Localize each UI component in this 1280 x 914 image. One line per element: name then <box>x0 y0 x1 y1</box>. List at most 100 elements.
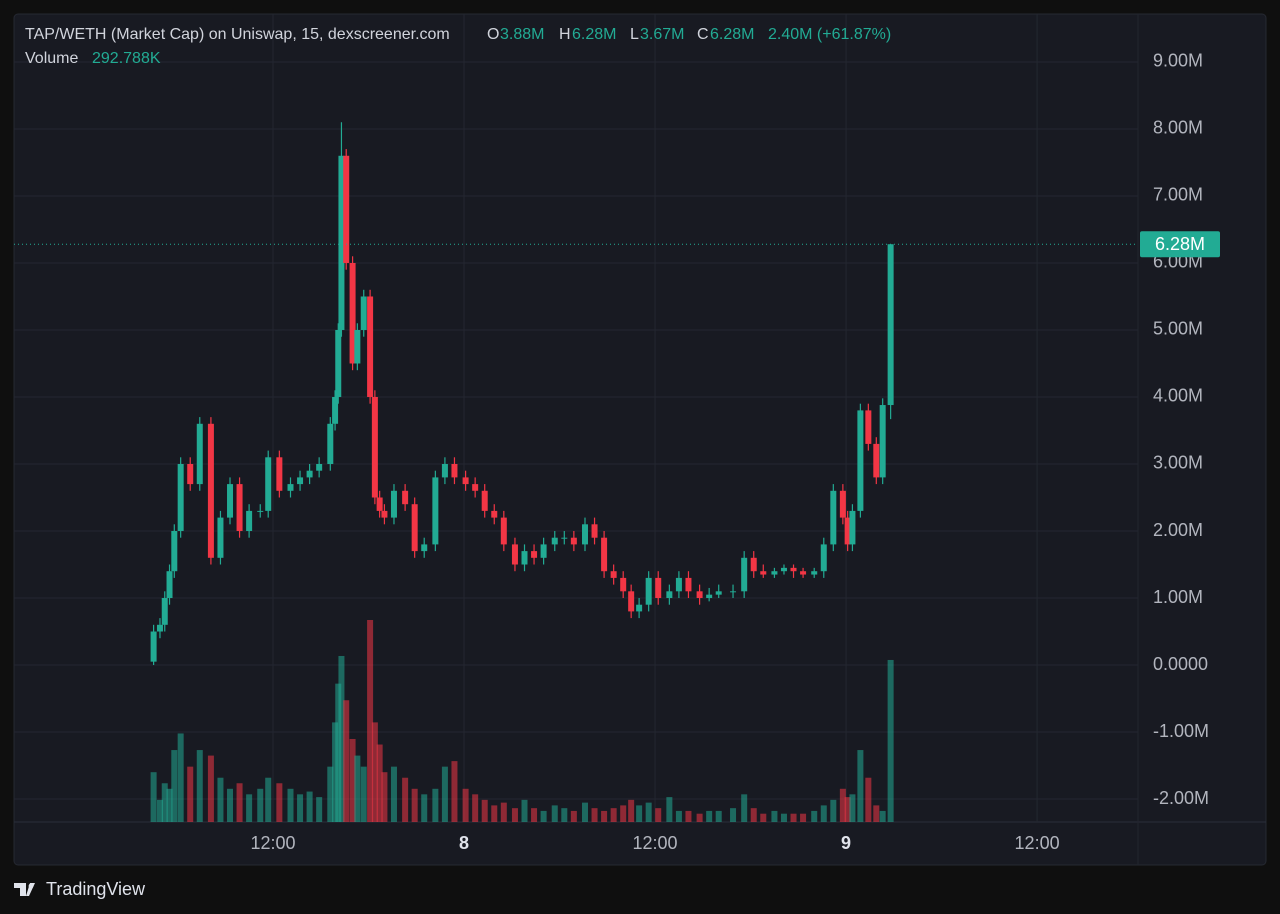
change-value: 2.40M (+61.87%) <box>768 26 891 43</box>
volume-bar <box>706 810 713 822</box>
candle-body <box>360 296 367 330</box>
candle-body <box>171 531 178 572</box>
candle-body <box>645 577 652 605</box>
volume-bar <box>287 788 294 822</box>
candle-body <box>265 457 272 511</box>
candle-body <box>287 484 294 491</box>
close-label: C <box>697 26 709 43</box>
candle-body <box>390 490 397 518</box>
candle-body <box>820 544 827 572</box>
candle-body <box>335 329 342 397</box>
candle-body <box>451 463 458 478</box>
candle-body <box>561 537 568 539</box>
volume-bar <box>839 788 846 822</box>
volume-bar <box>411 788 418 822</box>
candle-body <box>332 396 339 424</box>
y-tick-label: 5.00M <box>1153 319 1203 339</box>
chart-panel <box>13 13 1267 866</box>
candle-body <box>581 524 588 545</box>
open-value: 3.88M <box>500 26 544 43</box>
volume-bar <box>741 794 748 822</box>
candle-body <box>472 484 479 491</box>
volume-bar <box>771 810 778 822</box>
volume-bar <box>800 813 807 822</box>
volume-bar <box>196 750 203 822</box>
candle-body <box>655 577 662 599</box>
candle-body <box>217 517 224 558</box>
volume-bar <box>171 750 178 822</box>
volume-bar <box>156 799 163 822</box>
volume-bar <box>402 777 409 822</box>
volume-label: Volume <box>25 50 78 67</box>
candle-body <box>849 510 856 545</box>
candle-body <box>715 591 722 595</box>
candle-body <box>790 567 797 572</box>
volume-bar <box>645 802 652 822</box>
candle-body <box>411 504 418 552</box>
volume-bar <box>349 738 356 822</box>
volume-bar <box>265 777 272 822</box>
candle-body <box>381 510 388 518</box>
volume-bar <box>246 794 253 822</box>
volume-bar <box>462 788 469 822</box>
volume-bar <box>150 772 157 822</box>
candle-body <box>246 510 253 532</box>
high-value: 6.28M <box>572 26 616 43</box>
candle-body <box>421 544 428 552</box>
brand-name: TradingView <box>46 879 146 899</box>
volume-bar <box>367 620 374 822</box>
candle-body <box>696 591 703 599</box>
volume-bar <box>636 805 643 822</box>
volume-bar <box>432 788 439 822</box>
volume-bar <box>371 722 378 822</box>
candle-body <box>343 155 350 263</box>
volume-bar <box>472 794 479 822</box>
volume-bar <box>750 808 757 822</box>
candle-body <box>706 594 713 599</box>
volume-bar <box>338 655 345 822</box>
candle-body <box>570 537 577 545</box>
candle-body <box>800 571 807 575</box>
y-tick-label: 8.00M <box>1153 118 1203 138</box>
candle-body <box>297 477 304 485</box>
x-tick-label: 12:00 <box>250 833 295 853</box>
candle-body <box>207 423 214 558</box>
candle-body <box>376 497 383 511</box>
volume-bar <box>830 799 837 822</box>
volume-bar <box>217 777 224 822</box>
candle-body <box>879 405 886 478</box>
candle-body <box>462 477 469 485</box>
y-tick-label: 7.00M <box>1153 185 1203 205</box>
candle-body <box>276 457 283 491</box>
y-tick-label: 2.00M <box>1153 520 1203 540</box>
high-label: H <box>559 26 571 43</box>
candle-body <box>402 490 409 505</box>
candle-body <box>666 591 673 599</box>
volume-bar <box>335 683 342 822</box>
candle-body <box>257 510 264 512</box>
volume-bar <box>511 808 518 822</box>
candle-body <box>521 551 528 565</box>
volume-bar <box>844 797 851 822</box>
volume-bar <box>696 813 703 822</box>
candle-body <box>839 490 846 518</box>
candle-body <box>628 591 635 612</box>
candle-body <box>675 577 682 592</box>
candle-body <box>316 463 323 471</box>
volume-bar <box>715 810 722 822</box>
y-tick-label: 4.00M <box>1153 386 1203 406</box>
x-tick-label: 12:00 <box>633 833 678 853</box>
volume-bar <box>421 794 428 822</box>
volume-bar <box>591 808 598 822</box>
volume-bar <box>820 805 827 822</box>
candle-body <box>367 296 374 397</box>
low-value: 3.67M <box>640 26 684 43</box>
candle-body <box>531 551 538 558</box>
volume-bar <box>390 766 397 822</box>
candle-body <box>887 244 894 406</box>
volume-bar <box>327 766 334 822</box>
volume-bar <box>561 808 568 822</box>
y-tick-label: 9.00M <box>1153 51 1203 71</box>
